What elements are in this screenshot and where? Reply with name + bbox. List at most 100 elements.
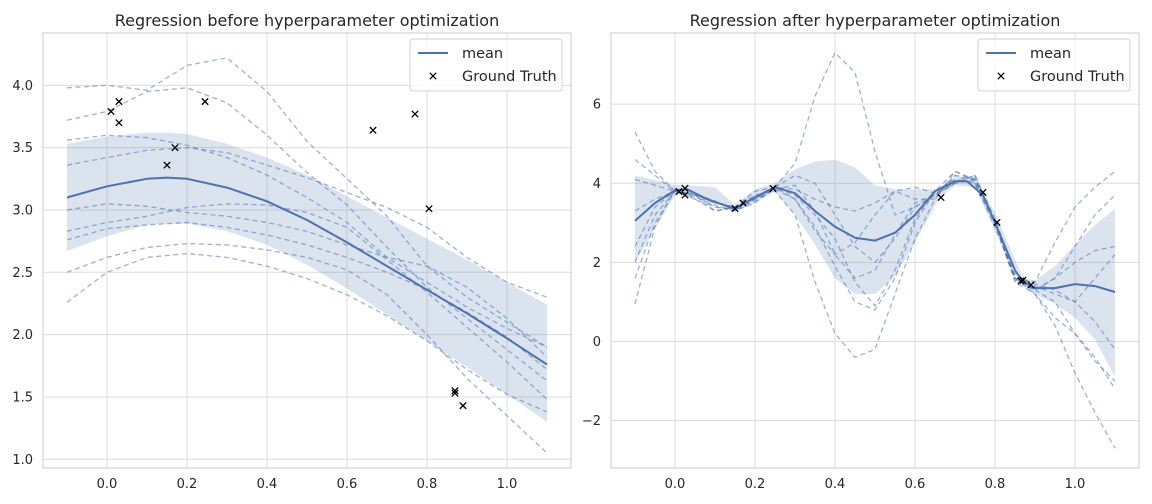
ground-truth-point [979, 188, 987, 197]
x-tick-label: 0.8 [417, 477, 438, 492]
ground-truth-point [769, 184, 777, 193]
marker-stroke [1027, 281, 1035, 289]
marker-stroke [1019, 276, 1027, 284]
x-tick-label: 1.0 [497, 477, 518, 492]
panel-before-optimization: Regression before hyperparameter optimiz… [12, 11, 572, 492]
ground-truth-point [739, 199, 747, 207]
y-tick-label: 2 [593, 256, 601, 271]
y-tick-label: 3.0 [12, 203, 33, 218]
ground-truth-point [201, 97, 209, 106]
panel-after-optimization: Regression after hyperparameter optimiza… [582, 11, 1140, 492]
y-tick-label: 1.0 [12, 453, 33, 468]
ground-truth-point [993, 218, 1001, 227]
confidence-band [635, 159, 1115, 377]
marker-stroke [979, 188, 987, 197]
ground-truth-point [115, 119, 123, 127]
sample-line [634, 178, 1116, 311]
ground-truth-point [731, 204, 739, 213]
x-tick-label: 0.8 [985, 477, 1006, 492]
ground-truth-point [451, 387, 459, 395]
y-tick-label: 2.5 [12, 266, 33, 281]
plot-area [66, 57, 548, 454]
axes-frame [610, 32, 1140, 469]
marker-stroke [171, 144, 179, 152]
marker-stroke [163, 161, 171, 169]
y-tick-label: 6 [593, 98, 601, 113]
sample-line [66, 147, 548, 298]
ground-truth-point [163, 161, 171, 169]
confidence-band [67, 132, 547, 422]
sample-line [634, 170, 1116, 359]
y-tick-label: 0 [593, 335, 601, 350]
y-tick-label: 4 [593, 177, 601, 192]
sample-line [634, 174, 1116, 449]
marker-stroke [937, 193, 945, 202]
marker-stroke [675, 187, 683, 196]
mean-line [66, 176, 548, 366]
marker-stroke [739, 199, 747, 207]
legend-label: Ground Truth [1030, 69, 1125, 85]
ground-truth-point [107, 107, 115, 116]
ground-truth-point [171, 144, 179, 152]
marker-stroke [201, 97, 209, 106]
marker-stroke [115, 119, 123, 127]
ground-truth-point [451, 389, 459, 397]
x-tick-label: 0.6 [905, 477, 926, 492]
sample-line [66, 252, 548, 413]
legend-x-swatch [997, 72, 1005, 80]
marker-stroke [107, 107, 115, 116]
x-tick-label: 0.6 [337, 477, 358, 492]
y-tick-label: 3.5 [12, 141, 33, 156]
ground-truth-point [675, 187, 683, 196]
x-tick-label: 0.0 [665, 477, 686, 492]
marker-stroke [993, 218, 1001, 227]
legend-label: mean [1030, 46, 1071, 62]
marker-stroke [769, 184, 777, 193]
sample-line [66, 203, 548, 358]
marker-stroke [451, 387, 459, 395]
marker-stroke [681, 191, 689, 199]
ground-truth-point [1019, 276, 1027, 284]
sample-line [66, 57, 548, 348]
x-tick-label: 0.0 [97, 477, 118, 492]
sample-line [634, 170, 1116, 350]
marker-stroke [459, 402, 467, 410]
sample-line [66, 203, 548, 400]
ground-truth-point [681, 184, 689, 193]
gridlines [611, 33, 1139, 468]
chart-title: Regression before hyperparameter optimiz… [115, 11, 499, 30]
ground-truth-point [937, 193, 945, 202]
x-tick-label: 0.4 [825, 477, 846, 492]
ground-truth-point [681, 191, 689, 199]
marker-stroke [369, 126, 377, 134]
sample-line [66, 87, 548, 382]
y-tick-label: 2.0 [12, 328, 33, 343]
x-tick-label: 1.0 [1065, 477, 1086, 492]
ground-truth-point [369, 126, 377, 134]
mean-line [634, 180, 1116, 293]
sample-line [634, 51, 1116, 303]
legend: mean Ground Truth [409, 38, 563, 92]
chart-title: Regression after hyperparameter optimiza… [690, 11, 1061, 30]
marker-stroke [411, 110, 419, 118]
legend: mean Ground Truth [977, 38, 1131, 92]
marker-stroke [1017, 277, 1025, 285]
marker-stroke [451, 389, 459, 397]
ground-truth-point [411, 110, 419, 118]
ground-truth-point [1027, 281, 1035, 289]
x-tick-label: 0.2 [177, 477, 198, 492]
ground-truth-point [459, 402, 467, 410]
y-tick-label: 1.5 [12, 390, 33, 405]
sample-line [66, 221, 548, 371]
legend-x-swatch [429, 72, 437, 80]
plot-area [634, 51, 1116, 449]
x-tick-label: 0.4 [257, 477, 278, 492]
axes-frame [42, 32, 572, 469]
legend-label: mean [462, 46, 503, 62]
y-tick-label: 4.0 [12, 79, 33, 94]
ground-truth-point [425, 205, 433, 213]
marker-stroke [731, 204, 739, 213]
y-tick-label: −2 [582, 414, 601, 429]
sample-line [66, 134, 548, 348]
